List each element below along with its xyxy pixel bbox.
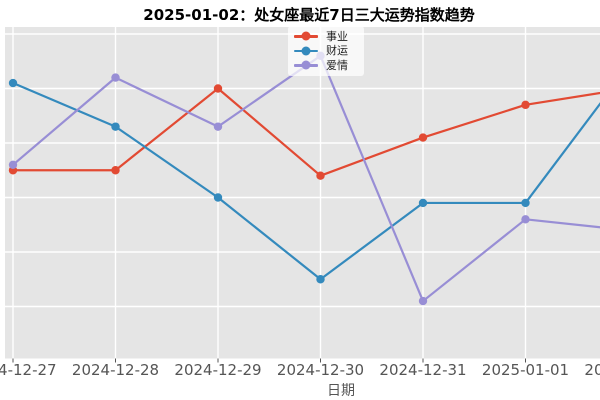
legend-item: 事业 [294, 29, 364, 44]
legend-series-marker-icon [294, 60, 318, 70]
x-tick-label: 2024-12-31 [379, 361, 467, 379]
data-point [213, 193, 223, 202]
chart-title: 2025-01-02：处女座最近7日三大运势指数趋势 [143, 6, 475, 24]
x-tick-label: 2024-12-27 [0, 361, 57, 379]
x-tick-label: 2024-12-30 [276, 361, 365, 379]
data-point [418, 133, 428, 142]
legend-item: 财运 [294, 44, 364, 59]
data-point [521, 215, 530, 224]
legend-series-dot-icon [301, 46, 311, 56]
data-point [521, 198, 530, 208]
legend-label: 事业 [326, 29, 348, 43]
data-point [316, 171, 325, 180]
legend-label: 爱情 [326, 58, 348, 72]
data-point [521, 100, 530, 110]
x-tick-label: 2025-01-02 [584, 361, 600, 379]
series-财运 [8, 78, 600, 284]
data-point [418, 296, 428, 306]
data-point [316, 275, 325, 284]
data-point [8, 160, 18, 169]
x-tick-label: 2024-12-28 [71, 361, 160, 379]
legend-series-dot-icon [301, 31, 311, 41]
data-point [111, 122, 120, 131]
legend-item: 爱情 [294, 58, 364, 73]
legend-series-dot-icon [301, 60, 311, 70]
x-axis-label: 日期 [327, 383, 355, 399]
x-tick-label: 2024-12-29 [174, 361, 262, 379]
x-axis-ticks [12, 358, 526, 363]
data-point [8, 78, 18, 88]
data-point [213, 122, 223, 131]
x-tick-label: 2025-01-01 [481, 361, 570, 379]
data-point [418, 198, 428, 208]
chart-legend: 事业 财运 爱情 [288, 26, 364, 76]
data-point [111, 166, 120, 175]
plot-area [5, 27, 600, 359]
legend-label: 财运 [326, 44, 348, 58]
legend-series-marker-icon [294, 31, 318, 41]
legend-series-marker-icon [294, 46, 318, 56]
data-point [213, 84, 223, 93]
data-point [111, 73, 120, 82]
